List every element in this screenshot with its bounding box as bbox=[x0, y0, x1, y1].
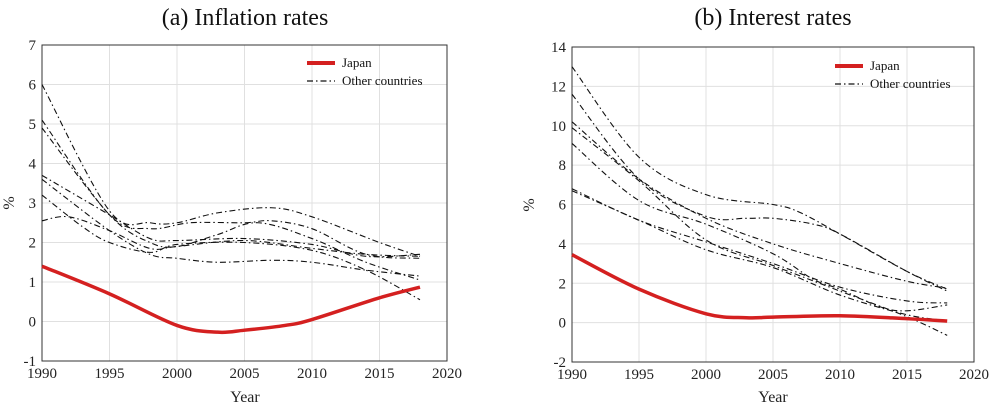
legend-label-other: Other countries bbox=[870, 76, 951, 91]
y-tick-label: 7 bbox=[29, 38, 37, 54]
series-line-other-country bbox=[41, 174, 421, 258]
legend: Japan Other countries bbox=[307, 55, 423, 88]
chart-title: (a) Inflation rates bbox=[162, 5, 329, 31]
series-line-japan bbox=[41, 264, 421, 335]
y-tick-label: 1 bbox=[29, 275, 37, 291]
x-tick-label: 2000 bbox=[162, 366, 192, 382]
y-tick-label: 3 bbox=[29, 196, 37, 212]
legend-label-japan: Japan bbox=[870, 58, 900, 73]
series-line-other-country bbox=[571, 66, 948, 290]
series-line-other-country bbox=[41, 84, 421, 257]
series-line-other-country bbox=[571, 188, 948, 304]
x-tick-label: 2005 bbox=[758, 367, 788, 383]
x-tick-label: 2015 bbox=[365, 366, 395, 382]
x-tick-label: 2005 bbox=[230, 366, 260, 382]
x-tick-label: 1995 bbox=[624, 367, 654, 383]
chart-title: (b) Interest rates bbox=[694, 5, 851, 31]
interest-chart: 1990 1995 2000 2005 2010 2015 2020 -2 0 2 4 6 8 10 12 1… bbox=[521, 5, 989, 406]
x-tick-label: 1995 bbox=[95, 366, 125, 382]
legend-label-japan: Japan bbox=[342, 55, 372, 70]
x-tick-label: 1990 bbox=[27, 366, 57, 382]
series-line-other-country bbox=[41, 127, 421, 281]
legend-label-other: Other countries bbox=[342, 73, 423, 88]
x-tick-label: 2010 bbox=[825, 367, 855, 383]
x-tick-label: 2020 bbox=[959, 367, 989, 383]
series-line-other-country bbox=[41, 119, 421, 259]
series-line-japan bbox=[571, 253, 948, 323]
y-tick-label: 2 bbox=[559, 276, 567, 292]
x-tick-label: 2015 bbox=[892, 367, 922, 383]
y-tick-label: 6 bbox=[29, 78, 37, 94]
x-tick-label: 2010 bbox=[297, 366, 327, 382]
x-axis-label: Year bbox=[758, 389, 788, 406]
x-tick-label: 2020 bbox=[432, 366, 462, 382]
plot-frame bbox=[571, 46, 975, 363]
series-line-other-country bbox=[571, 127, 948, 336]
series-line-other-country bbox=[41, 215, 421, 257]
y-tick-label: 6 bbox=[559, 198, 567, 214]
inflation-chart: 1990 1995 2000 2005 2010 2015 2020 -1 0 1 2 3 4 5 6 7 (… bbox=[1, 5, 462, 406]
y-tick-label: 5 bbox=[29, 117, 37, 133]
y-tick-label: 12 bbox=[551, 79, 566, 95]
y-axis-label: % bbox=[1, 196, 18, 209]
y-tick-label: 14 bbox=[551, 40, 567, 56]
y-tick-label: -2 bbox=[554, 355, 567, 371]
series-line-other-country bbox=[571, 93, 948, 292]
series-line-other-country bbox=[571, 190, 948, 322]
y-tick-label: 0 bbox=[559, 316, 567, 332]
x-tick-label: 1990 bbox=[557, 367, 587, 383]
x-axis-label: Year bbox=[230, 389, 260, 406]
x-tick-label: 2000 bbox=[691, 367, 721, 383]
legend: Japan Other countries bbox=[835, 58, 951, 91]
y-tick-label: 10 bbox=[551, 119, 566, 135]
y-tick-label: 2 bbox=[29, 236, 37, 252]
y-tick-label: 8 bbox=[559, 158, 567, 174]
y-axis-label: % bbox=[521, 198, 538, 211]
y-tick-label: 4 bbox=[559, 237, 567, 253]
series-line-other-country bbox=[41, 194, 421, 301]
y-tick-label: -1 bbox=[24, 354, 37, 370]
y-tick-label: 0 bbox=[29, 315, 37, 331]
y-tick-label: 4 bbox=[29, 157, 37, 173]
plot-frame bbox=[41, 44, 448, 362]
